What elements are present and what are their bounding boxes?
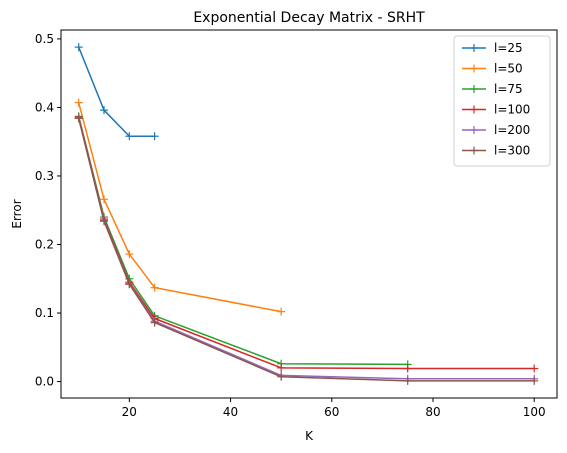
data-point-l25 bbox=[150, 132, 159, 141]
data-point-l300 bbox=[277, 372, 286, 381]
data-point-l300 bbox=[74, 114, 83, 123]
plot-area bbox=[74, 43, 539, 385]
data-point-l50 bbox=[100, 195, 109, 204]
series-l300 bbox=[74, 114, 539, 385]
legend-label: l=25 bbox=[494, 41, 523, 55]
data-point-l100 bbox=[530, 364, 539, 373]
series-line-l75 bbox=[77, 116, 408, 366]
legend-label: l=75 bbox=[494, 82, 523, 96]
legend-entry-l100: l=100 bbox=[462, 103, 530, 117]
series-l25 bbox=[74, 43, 159, 141]
data-point-l25 bbox=[74, 43, 83, 52]
data-point-l300 bbox=[530, 376, 539, 385]
y-axis: 0.0 0.1 0.2 0.3 0.4 0.5 bbox=[35, 32, 61, 389]
data-point-l25 bbox=[125, 132, 134, 141]
legend-label: l=300 bbox=[494, 144, 530, 158]
data-point-l25 bbox=[100, 106, 109, 115]
data-point-l50 bbox=[150, 283, 159, 292]
y-tick-label: 0.5 bbox=[35, 32, 54, 46]
legend-entry-l300: l=300 bbox=[462, 144, 530, 158]
data-point-l300 bbox=[125, 280, 134, 289]
data-point-l50 bbox=[277, 307, 286, 316]
data-point-l100 bbox=[403, 364, 412, 373]
x-axis: 20 40 60 80 100 bbox=[122, 398, 546, 419]
x-tick-label: 80 bbox=[425, 405, 440, 419]
y-tick-label: 0.4 bbox=[35, 100, 54, 114]
series-l75 bbox=[74, 112, 412, 369]
legend-entry-l50: l=50 bbox=[462, 62, 523, 76]
x-tick-label: 20 bbox=[122, 405, 137, 419]
data-point-l100 bbox=[277, 363, 286, 372]
data-point-l50 bbox=[125, 250, 134, 259]
legend: l=25 l=50 l=75 l=100 l=200 l=300 bbox=[453, 35, 551, 167]
y-tick-label: 0.0 bbox=[35, 375, 54, 389]
data-point-l300 bbox=[403, 376, 412, 385]
data-point-l300 bbox=[100, 217, 109, 226]
y-tick-label: 0.3 bbox=[35, 169, 54, 183]
plot-frame bbox=[60, 29, 558, 399]
legend-label: l=50 bbox=[494, 62, 523, 76]
data-point-l50 bbox=[74, 98, 83, 107]
x-tick-label: 60 bbox=[324, 405, 339, 419]
legend-entry-l200: l=200 bbox=[462, 123, 530, 137]
y-tick-label: 0.2 bbox=[35, 237, 54, 251]
legend-label: l=200 bbox=[494, 123, 530, 137]
x-tick-label: 40 bbox=[223, 405, 238, 419]
series-line-l25 bbox=[78, 46, 155, 137]
data-point-l300 bbox=[150, 318, 159, 327]
legend-entry-l25: l=25 bbox=[462, 41, 523, 55]
series-l50 bbox=[74, 98, 286, 316]
y-axis-title: Error bbox=[10, 199, 24, 228]
y-tick-label: 0.1 bbox=[35, 306, 54, 320]
x-tick-label: 100 bbox=[523, 405, 546, 419]
series-line-l50 bbox=[77, 102, 282, 313]
x-axis-title: K bbox=[305, 429, 314, 443]
chart-title: Exponential Decay Matrix - SRHT bbox=[193, 10, 425, 26]
legend-label: l=100 bbox=[494, 103, 530, 117]
legend-entry-l75: l=75 bbox=[462, 82, 523, 96]
